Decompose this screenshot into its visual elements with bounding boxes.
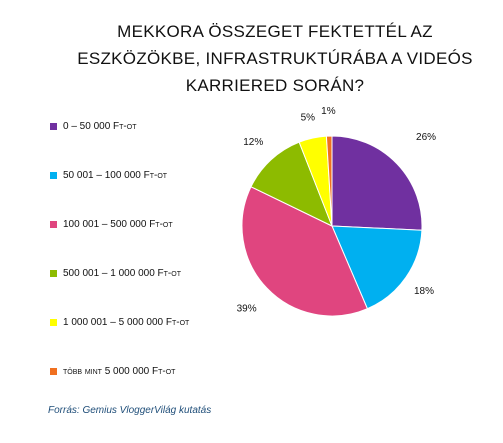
legend-label: több mint 5 000 000 Ft-ot bbox=[63, 365, 176, 377]
legend-swatch bbox=[50, 171, 57, 179]
pie-data-label: 18% bbox=[414, 286, 434, 297]
source-note: Forrás: Gemius VloggerVilág kutatás bbox=[48, 405, 212, 416]
pie-slice bbox=[331, 225, 423, 310]
pie-data-label: 12% bbox=[243, 137, 263, 148]
legend-label: 500 001 – 1 000 000 Ft-ot bbox=[63, 267, 181, 279]
pie-data-label: 5% bbox=[301, 113, 316, 124]
legend-label: 50 001 – 100 000 Ft-ot bbox=[63, 169, 168, 181]
legend-item: 50 001 – 100 000 Ft-ot bbox=[50, 168, 167, 182]
legend-label: 1 000 001 – 5 000 000 Ft-ot bbox=[63, 316, 190, 328]
legend-swatch bbox=[50, 220, 57, 228]
legend-swatch bbox=[50, 269, 57, 277]
pie-slice bbox=[325, 135, 333, 227]
pie-data-label: 39% bbox=[237, 303, 257, 314]
chart-title: MEKKORA ÖSSZEGET FEKTETTÉL AZ ESZKÖZÖKBE… bbox=[55, 18, 495, 99]
legend-swatch bbox=[50, 367, 57, 375]
legend-item: 100 001 – 500 000 Ft-ot bbox=[50, 217, 173, 231]
pie-data-label: 26% bbox=[416, 132, 436, 143]
legend-swatch bbox=[50, 318, 57, 326]
pie-slice bbox=[331, 135, 423, 231]
legend-item: 0 – 50 000 Ft-ot bbox=[50, 119, 136, 133]
pie-slice bbox=[241, 186, 369, 317]
pie-slice bbox=[250, 141, 333, 228]
legend-item: 500 001 – 1 000 000 Ft-ot bbox=[50, 266, 181, 280]
legend-label: 100 001 – 500 000 Ft-ot bbox=[63, 218, 173, 230]
chart-title-line-3: KARRIERED SORÁN? bbox=[185, 76, 365, 95]
legend-item: 1 000 001 – 5 000 000 Ft-ot bbox=[50, 315, 189, 329]
chart-title-line-1: MEKKORA ÖSSZEGET FEKTETTÉL AZ bbox=[117, 22, 433, 41]
chart-title-line-2: ESZKÖZÖKBE, INFRASTRUKTÚRÁBA A VIDEÓS bbox=[77, 49, 473, 68]
legend-item: több mint 5 000 000 Ft-ot bbox=[50, 364, 175, 378]
legend-swatch bbox=[50, 122, 57, 130]
pie-data-label: 1% bbox=[321, 106, 336, 117]
legend-label: 0 – 50 000 Ft-ot bbox=[63, 120, 137, 132]
